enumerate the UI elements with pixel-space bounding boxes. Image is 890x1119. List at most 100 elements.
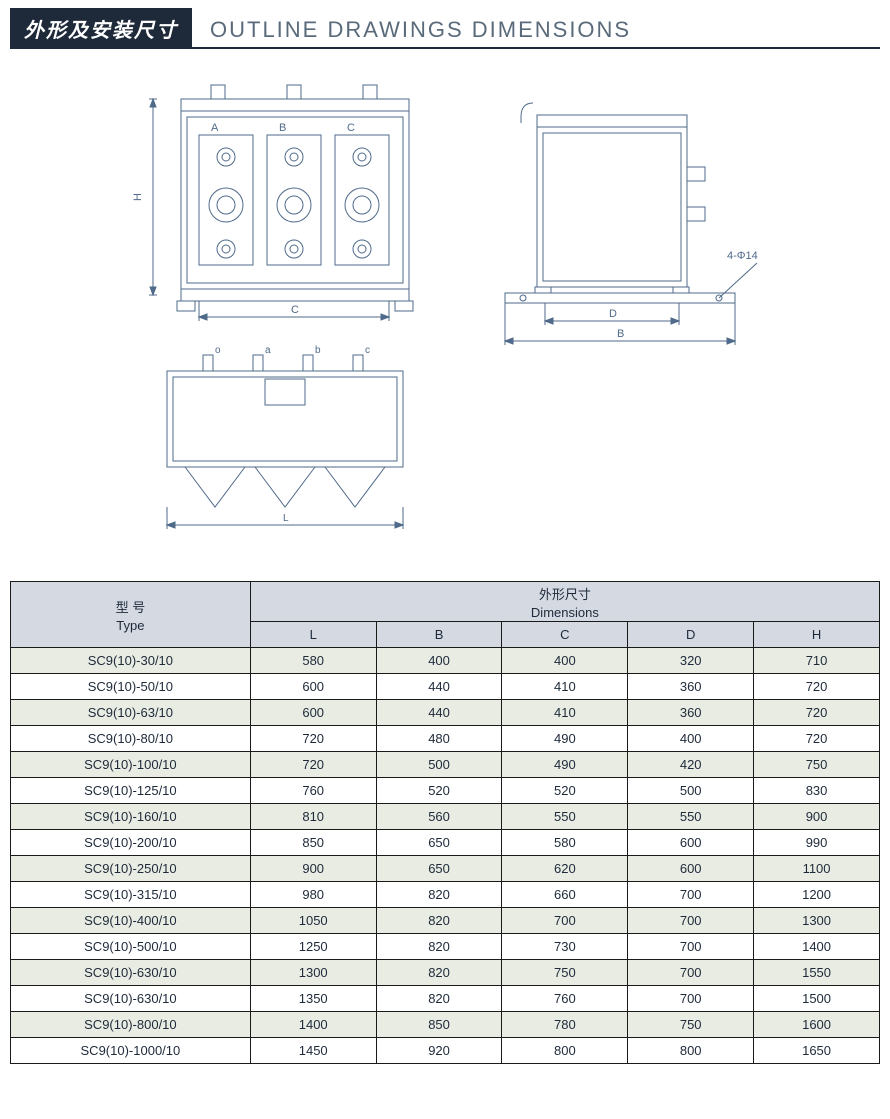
dim-d-label: D [609, 308, 617, 320]
th-col-d: D [628, 622, 754, 648]
hole-note: 4-Φ14 [727, 250, 758, 262]
cell-value: 660 [502, 882, 628, 908]
cell-type: SC9(10)-630/10 [11, 960, 251, 986]
cell-value: 1300 [250, 960, 376, 986]
cell-value: 1100 [754, 856, 880, 882]
cell-value: 550 [628, 804, 754, 830]
th-col-l: L [250, 622, 376, 648]
cell-type: SC9(10)-125/10 [11, 778, 251, 804]
cell-type: SC9(10)-250/10 [11, 856, 251, 882]
cell-value: 990 [754, 830, 880, 856]
cell-value: 720 [250, 752, 376, 778]
table-row: SC9(10)-30/10580400400320710 [11, 648, 880, 674]
cell-value: 1350 [250, 986, 376, 1012]
cell-value: 720 [754, 726, 880, 752]
cell-value: 400 [628, 726, 754, 752]
cell-value: 820 [376, 908, 502, 934]
lv-label-a: a [265, 345, 271, 356]
cell-value: 1650 [754, 1038, 880, 1064]
table-row: SC9(10)-500/1012508207307001400 [11, 934, 880, 960]
side-view-drawing: 4-Φ14 D B [475, 77, 775, 357]
table-row: SC9(10)-63/10600440410360720 [11, 700, 880, 726]
cell-value: 410 [502, 700, 628, 726]
phase-label-b: B [279, 122, 286, 134]
top-view-drawing: o a b c L [115, 341, 435, 541]
table-row: SC9(10)-630/1013008207507001550 [11, 960, 880, 986]
dimensions-table: 型 号 Type 外形尺寸 Dimensions L B C D H [10, 581, 880, 1064]
table-row: SC9(10)-250/109006506206001100 [11, 856, 880, 882]
dim-b-label: B [617, 328, 624, 340]
cell-value: 420 [628, 752, 754, 778]
table-row: SC9(10)-630/1013508207607001500 [11, 986, 880, 1012]
cell-value: 650 [376, 856, 502, 882]
cell-value: 600 [628, 830, 754, 856]
table-row: SC9(10)-800/1014008507807501600 [11, 1012, 880, 1038]
cell-value: 800 [628, 1038, 754, 1064]
lv-label-o: o [215, 345, 221, 356]
cell-value: 490 [502, 752, 628, 778]
dim-l-label: L [283, 513, 289, 524]
cell-type: SC9(10)-1000/10 [11, 1038, 251, 1064]
cell-value: 810 [250, 804, 376, 830]
cell-value: 650 [376, 830, 502, 856]
cell-value: 480 [376, 726, 502, 752]
cell-type: SC9(10)-800/10 [11, 1012, 251, 1038]
cell-value: 400 [502, 648, 628, 674]
cell-value: 700 [628, 934, 754, 960]
cell-type: SC9(10)-630/10 [11, 986, 251, 1012]
cell-value: 700 [628, 908, 754, 934]
th-col-b: B [376, 622, 502, 648]
lv-label-c: c [365, 345, 370, 356]
cell-value: 620 [502, 856, 628, 882]
table-row: SC9(10)-125/10760520520500830 [11, 778, 880, 804]
cell-value: 980 [250, 882, 376, 908]
cell-type: SC9(10)-50/10 [11, 674, 251, 700]
cell-value: 580 [502, 830, 628, 856]
cell-value: 700 [628, 986, 754, 1012]
th-type: 型 号 Type [11, 582, 251, 648]
cell-value: 600 [250, 700, 376, 726]
table-row: SC9(10)-200/10850650580600990 [11, 830, 880, 856]
cell-value: 410 [502, 674, 628, 700]
cell-value: 800 [502, 1038, 628, 1064]
th-type-cn: 型 号 [11, 597, 250, 616]
cell-value: 490 [502, 726, 628, 752]
drawings-area: A B C H C [40, 77, 850, 541]
dim-c-label: C [291, 304, 299, 316]
cell-value: 1200 [754, 882, 880, 908]
th-dimensions: 外形尺寸 Dimensions [250, 582, 879, 622]
table-row: SC9(10)-50/10600440410360720 [11, 674, 880, 700]
cell-type: SC9(10)-80/10 [11, 726, 251, 752]
th-col-h: H [754, 622, 880, 648]
table-row: SC9(10)-80/10720480490400720 [11, 726, 880, 752]
cell-value: 1550 [754, 960, 880, 986]
cell-value: 720 [250, 726, 376, 752]
section-title-cn: 外形及安装尺寸 [10, 8, 192, 47]
cell-value: 750 [628, 1012, 754, 1038]
cell-value: 320 [628, 648, 754, 674]
cell-value: 400 [376, 648, 502, 674]
cell-value: 710 [754, 648, 880, 674]
cell-value: 780 [502, 1012, 628, 1038]
cell-value: 760 [502, 986, 628, 1012]
cell-value: 550 [502, 804, 628, 830]
table-row: SC9(10)-1000/1014509208008001650 [11, 1038, 880, 1064]
cell-value: 360 [628, 674, 754, 700]
cell-value: 1600 [754, 1012, 880, 1038]
cell-value: 700 [628, 882, 754, 908]
cell-value: 830 [754, 778, 880, 804]
cell-value: 750 [502, 960, 628, 986]
table-row: SC9(10)-100/10720500490420750 [11, 752, 880, 778]
cell-value: 440 [376, 700, 502, 726]
section-title-en: OUTLINE DRAWINGS DIMENSIONS [192, 11, 880, 47]
dim-h-label: H [132, 193, 144, 201]
cell-value: 850 [376, 1012, 502, 1038]
cell-value: 580 [250, 648, 376, 674]
cell-type: SC9(10)-315/10 [11, 882, 251, 908]
cell-value: 600 [628, 856, 754, 882]
cell-value: 820 [376, 960, 502, 986]
th-type-en: Type [11, 618, 250, 633]
front-view-drawing: A B C H C [115, 77, 435, 327]
cell-value: 520 [376, 778, 502, 804]
cell-value: 1250 [250, 934, 376, 960]
